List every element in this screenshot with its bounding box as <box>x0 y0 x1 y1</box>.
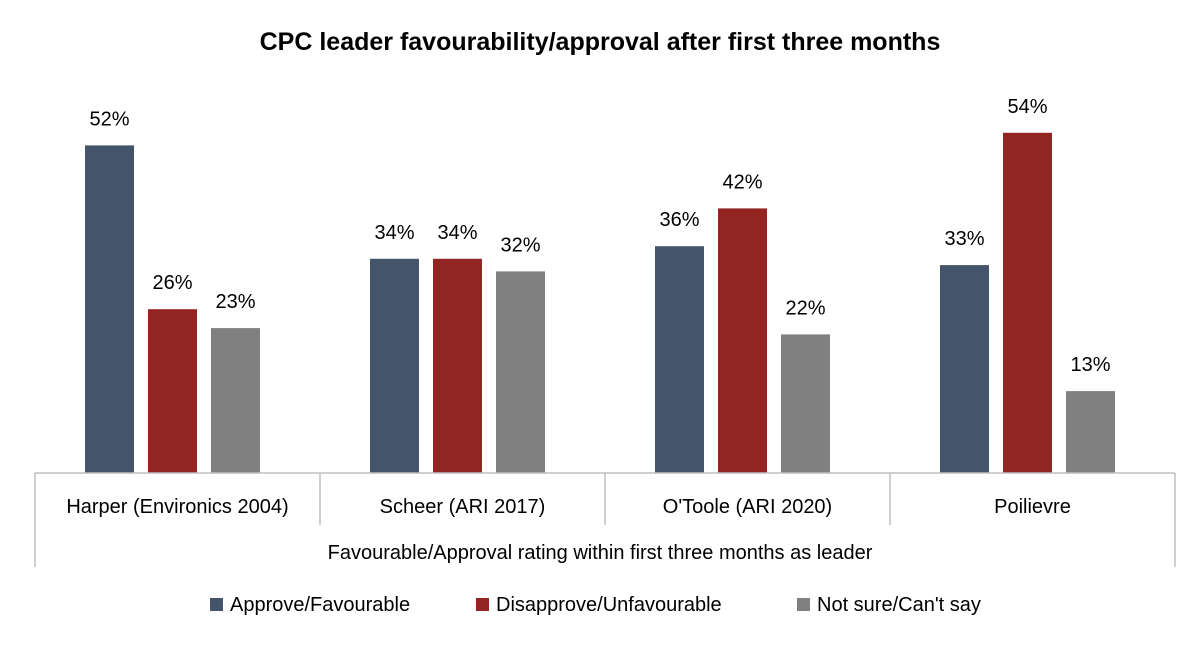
category-label: Poilievre <box>994 496 1071 518</box>
data-label: 34% <box>437 222 477 244</box>
bar-4-1 <box>940 265 989 473</box>
bar-3-3 <box>781 334 830 473</box>
data-label: 13% <box>1070 354 1110 376</box>
legend-label: Not sure/Can't say <box>817 594 981 616</box>
legend-label: Approve/Favourable <box>230 594 410 616</box>
data-label: 23% <box>215 291 255 313</box>
legend-swatch <box>797 598 810 611</box>
bar-2-2 <box>433 258 482 473</box>
bar-3-1 <box>655 246 704 473</box>
bar-3-2 <box>718 208 767 473</box>
category-axis: Harper (Environics 2004) Scheer (ARI 2017… <box>34 472 1176 567</box>
data-label: 52% <box>89 108 129 130</box>
data-label: 36% <box>659 209 699 231</box>
data-label: 32% <box>500 234 540 256</box>
legend: Approve/Favourable Disapprove/Unfavourabl… <box>210 594 981 616</box>
category-label: Scheer (ARI 2017) <box>380 496 546 518</box>
bar-1-3 <box>211 328 260 473</box>
data-label: 33% <box>944 228 984 250</box>
data-label: 54% <box>1007 96 1047 118</box>
data-label: 26% <box>152 272 192 294</box>
bar-1-1 <box>85 145 134 473</box>
bar-2-3 <box>496 271 545 473</box>
chart-title: CPC leader favourability/approval after … <box>260 28 941 56</box>
bars-layer <box>85 132 1115 474</box>
bar-1-2 <box>148 309 197 473</box>
legend-label: Disapprove/Unfavourable <box>496 594 722 616</box>
data-label: 42% <box>722 171 762 193</box>
x-axis-title: Favourable/Approval rating within first … <box>328 542 873 564</box>
data-label: 22% <box>785 297 825 319</box>
bar-2-1 <box>370 258 419 473</box>
bar-4-3 <box>1066 391 1115 473</box>
legend-swatch <box>476 598 489 611</box>
data-labels-layer: 52% 26% 23% 34% 34% 32% 36% 42% 22% 33% 54% 13% <box>89 96 1110 376</box>
category-label: O'Toole (ARI 2020) <box>663 496 832 518</box>
bar-4-2 <box>1003 132 1052 474</box>
data-label: 34% <box>374 222 414 244</box>
legend-swatch <box>210 598 223 611</box>
category-label: Harper (Environics 2004) <box>66 496 288 518</box>
